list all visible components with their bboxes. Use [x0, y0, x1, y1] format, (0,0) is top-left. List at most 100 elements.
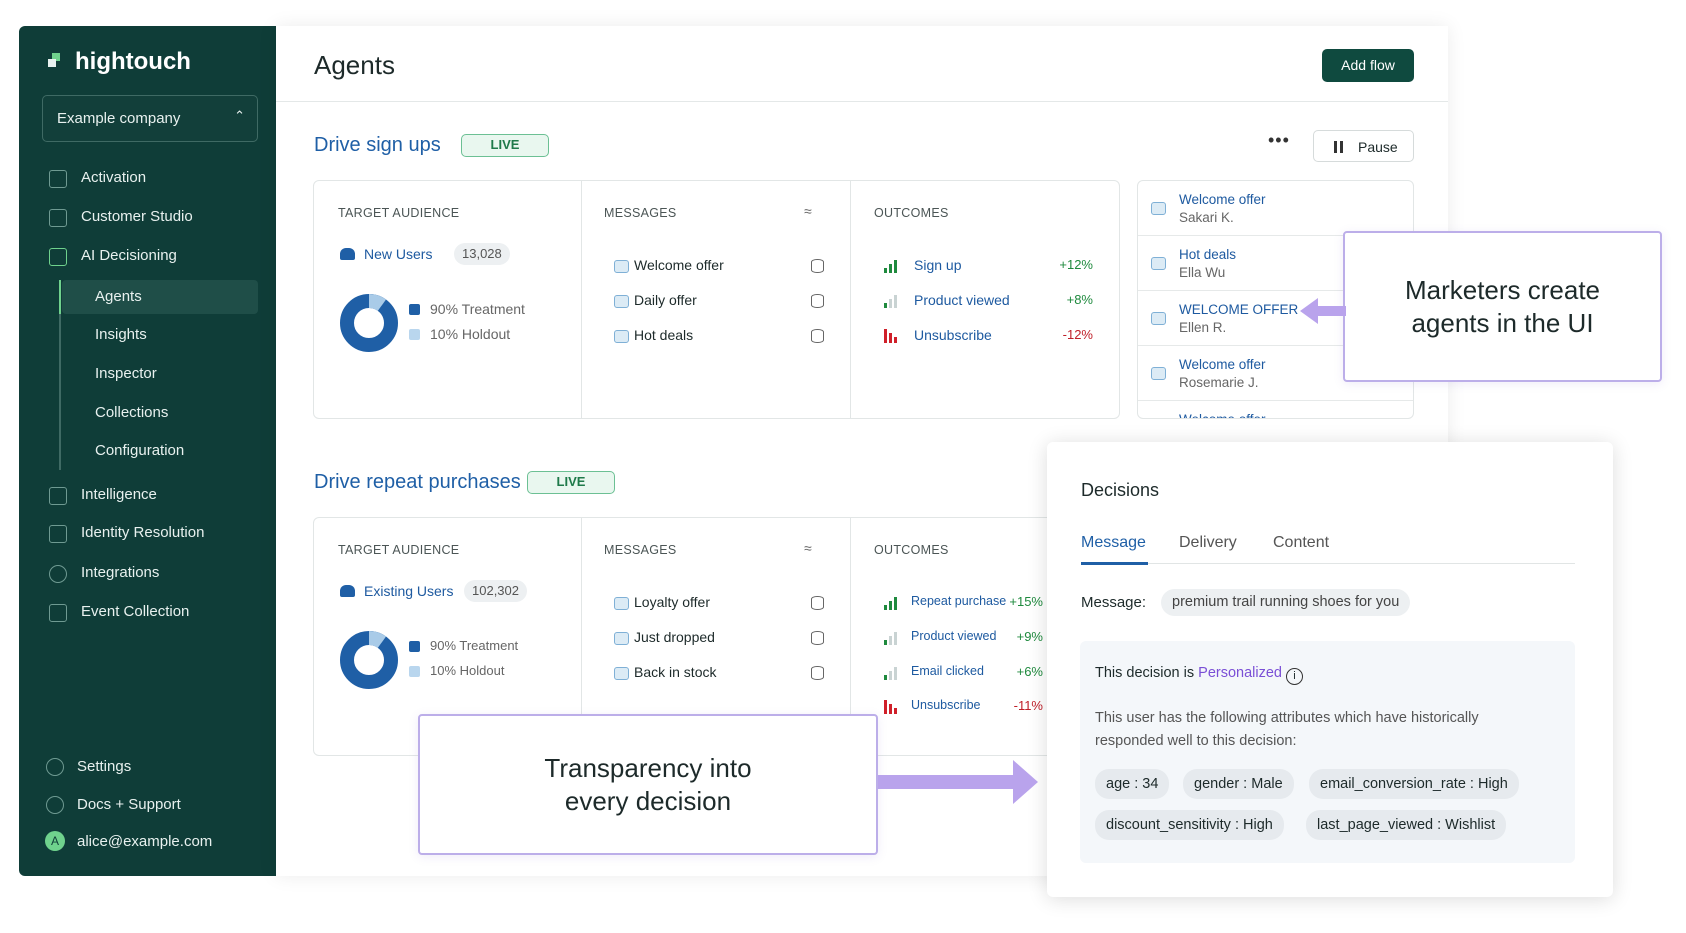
message-icon	[1151, 367, 1166, 380]
message[interactable]: Just dropped	[634, 629, 715, 645]
nav-item[interactable]: AI Decisioning	[81, 247, 177, 264]
bar	[894, 295, 897, 308]
section-label: OUTCOMES	[874, 543, 949, 557]
outcome-icon	[884, 329, 900, 343]
segment[interactable]: Existing Users	[364, 583, 454, 599]
nav-item[interactable]: Event Collection	[81, 603, 190, 620]
subnav-rule	[59, 280, 61, 470]
settings-icon	[46, 758, 64, 776]
nav-icon	[49, 604, 67, 622]
trend-icon: ≈	[804, 203, 812, 219]
nav-icon	[49, 487, 67, 505]
bar	[889, 601, 892, 610]
legend-label: 10% Holdout	[430, 326, 511, 342]
logo-mark	[52, 53, 60, 61]
feed-title[interactable]: Welcome offer	[1179, 412, 1266, 418]
footer-item[interactable]: Docs + Support	[77, 796, 181, 813]
attribute: last_page_viewed : Wishlist	[1306, 810, 1507, 840]
personalized: Personalized	[1198, 665, 1282, 681]
bar	[884, 700, 887, 714]
callout: Transparency into every decision	[418, 714, 878, 855]
message-icon	[1151, 202, 1166, 215]
section-label: MESSAGES	[604, 543, 677, 557]
brand: hightouch	[75, 48, 191, 75]
message[interactable]: Daily offer	[634, 292, 697, 308]
flow-title[interactable]: Drive repeat purchases	[314, 471, 521, 493]
subnav-item[interactable]: Configuration	[95, 442, 185, 459]
tab[interactable]: Delivery	[1179, 534, 1237, 551]
message[interactable]: Loyalty offer	[634, 594, 711, 610]
personalized-line: This decision is Personalized i	[1095, 665, 1304, 685]
db-icon	[811, 259, 824, 273]
pause-button[interactable]: Pause	[1313, 130, 1414, 162]
subnav-item[interactable]: Insights	[95, 326, 147, 343]
bar	[884, 268, 887, 273]
feed-divider	[1138, 345, 1413, 346]
outcome[interactable]: Unsubscribe	[911, 698, 981, 712]
message[interactable]: Welcome offer	[634, 257, 724, 273]
bar	[894, 708, 897, 714]
nav-item[interactable]: Identity Resolution	[81, 524, 205, 541]
feed-name: Sakari K.	[1179, 210, 1234, 225]
flow-title[interactable]: Drive sign ups	[314, 134, 441, 156]
message[interactable]: Back in stock	[634, 664, 717, 680]
tab[interactable]: Message	[1081, 534, 1146, 551]
tab-rule	[1081, 563, 1575, 564]
feed-title[interactable]: Welcome offer	[1179, 357, 1266, 372]
feed-divider	[1138, 290, 1413, 291]
outcome-change: +15%	[1009, 594, 1043, 609]
column-divider	[850, 518, 851, 755]
callout-arrow	[1300, 298, 1346, 324]
users-icon	[340, 248, 355, 260]
message-icon	[614, 295, 629, 308]
feed-title[interactable]: Hot deals	[1179, 247, 1237, 262]
legend-swatch	[409, 666, 420, 677]
footer-item[interactable]: Settings	[77, 758, 132, 775]
db-icon	[811, 631, 824, 645]
nav-icon	[49, 209, 67, 227]
callout: Marketers create agents in the UI	[1343, 231, 1662, 382]
outcome[interactable]: Sign up	[914, 257, 962, 273]
message-icon	[614, 260, 629, 273]
page-title: Agents	[314, 50, 395, 80]
message-icon	[614, 330, 629, 343]
tab[interactable]: Content	[1273, 534, 1330, 551]
bar	[894, 337, 897, 343]
outcome-change: +12%	[1059, 257, 1093, 272]
flow-card: TARGET AUDIENCE New Users 13,028 90% Treatm…	[313, 180, 1120, 419]
donut-chart	[340, 631, 398, 689]
outcome[interactable]: Product viewed	[914, 292, 1010, 308]
legend-swatch	[409, 329, 420, 340]
status-badge: LIVE	[461, 134, 549, 157]
outcome-icon	[884, 700, 900, 714]
footer-item[interactable]: alice@example.com	[77, 833, 213, 850]
outcome[interactable]: Email clicked	[911, 664, 984, 678]
subnav-item[interactable]: Inspector	[95, 365, 157, 382]
info-icon[interactable]: i	[1286, 668, 1304, 685]
outcome-change: -11%	[1013, 698, 1043, 713]
message[interactable]: Hot deals	[634, 327, 694, 343]
add-flow-button[interactable]: Add flow	[1322, 49, 1414, 82]
more-button[interactable]: •••	[1268, 130, 1290, 150]
nav-item[interactable]: Activation	[81, 169, 147, 186]
feed-title[interactable]: WELCOME OFFER	[1179, 302, 1299, 317]
feed-name: Ellen R.	[1179, 320, 1227, 335]
segment[interactable]: New Users	[364, 246, 433, 262]
company-select[interactable]: Example company ⌃	[42, 95, 258, 142]
nav-item[interactable]: Customer Studio	[81, 208, 193, 225]
active-marker	[59, 280, 61, 314]
nav-item[interactable]: Intelligence	[81, 486, 157, 503]
message-icon	[614, 597, 629, 610]
db-icon	[811, 666, 824, 680]
outcome[interactable]: Product viewed	[911, 629, 997, 643]
subnav-item[interactable]: Agents	[95, 288, 142, 305]
outcome[interactable]: Repeat purchase	[911, 594, 1007, 608]
feed-title[interactable]: Welcome offer	[1179, 192, 1266, 207]
outcome-change: -12%	[1062, 327, 1093, 342]
nav-item[interactable]: Integrations	[81, 564, 160, 581]
outcome-change: +6%	[1016, 664, 1043, 679]
bar	[884, 329, 887, 343]
subnav-item[interactable]: Collections	[95, 404, 169, 421]
outcome[interactable]: Unsubscribe	[914, 327, 992, 343]
message-icon	[1151, 312, 1166, 325]
